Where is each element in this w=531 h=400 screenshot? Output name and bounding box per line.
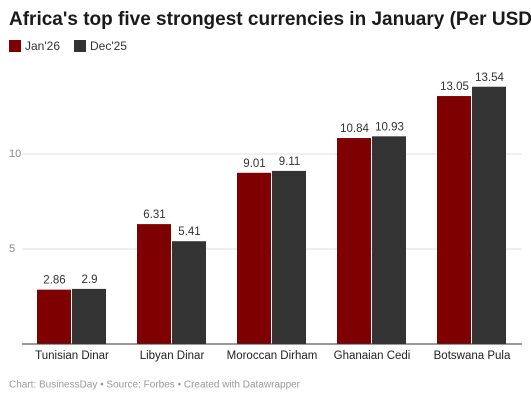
value-label: 2.86 [43,275,65,287]
value-label: 10.84 [340,123,369,135]
x-tick-label: Ghanaian Cedi [334,350,411,362]
bar [372,136,406,344]
bar [337,138,371,344]
bar [237,172,271,344]
x-tick-label: Tunisian Dinar [35,350,109,362]
bar [137,224,171,344]
value-label: 10.93 [375,121,404,133]
bar [37,289,71,344]
value-label: 5.41 [178,226,200,238]
footer: Chart: BusinessDay • Source: Forbes • Cr… [9,380,301,391]
legend-label: Dec'25 [90,39,127,53]
y-tick-label: 5 [9,243,15,255]
value-label: 6.31 [143,209,165,221]
value-label: 13.54 [475,72,504,84]
chart-title: Africa's top five strongest currencies i… [9,9,531,30]
value-label: 2.9 [82,274,98,286]
x-tick-label: Botswana Pula [434,350,511,362]
x-tick-label: Libyan Dinar [140,350,205,362]
value-label: 13.05 [440,81,469,93]
bar [437,96,471,344]
legend-label: Jan'26 [25,39,60,53]
value-label: 9.11 [279,156,301,168]
y-tick-label: 10 [9,148,21,160]
bar [72,288,106,344]
x-tick-label: Moroccan Dirham [227,350,318,362]
legend-swatch [9,40,21,52]
legend-swatch [74,40,86,52]
bar [272,170,306,344]
bar [172,241,206,344]
bar [472,86,506,345]
value-label: 9.01 [243,158,265,170]
